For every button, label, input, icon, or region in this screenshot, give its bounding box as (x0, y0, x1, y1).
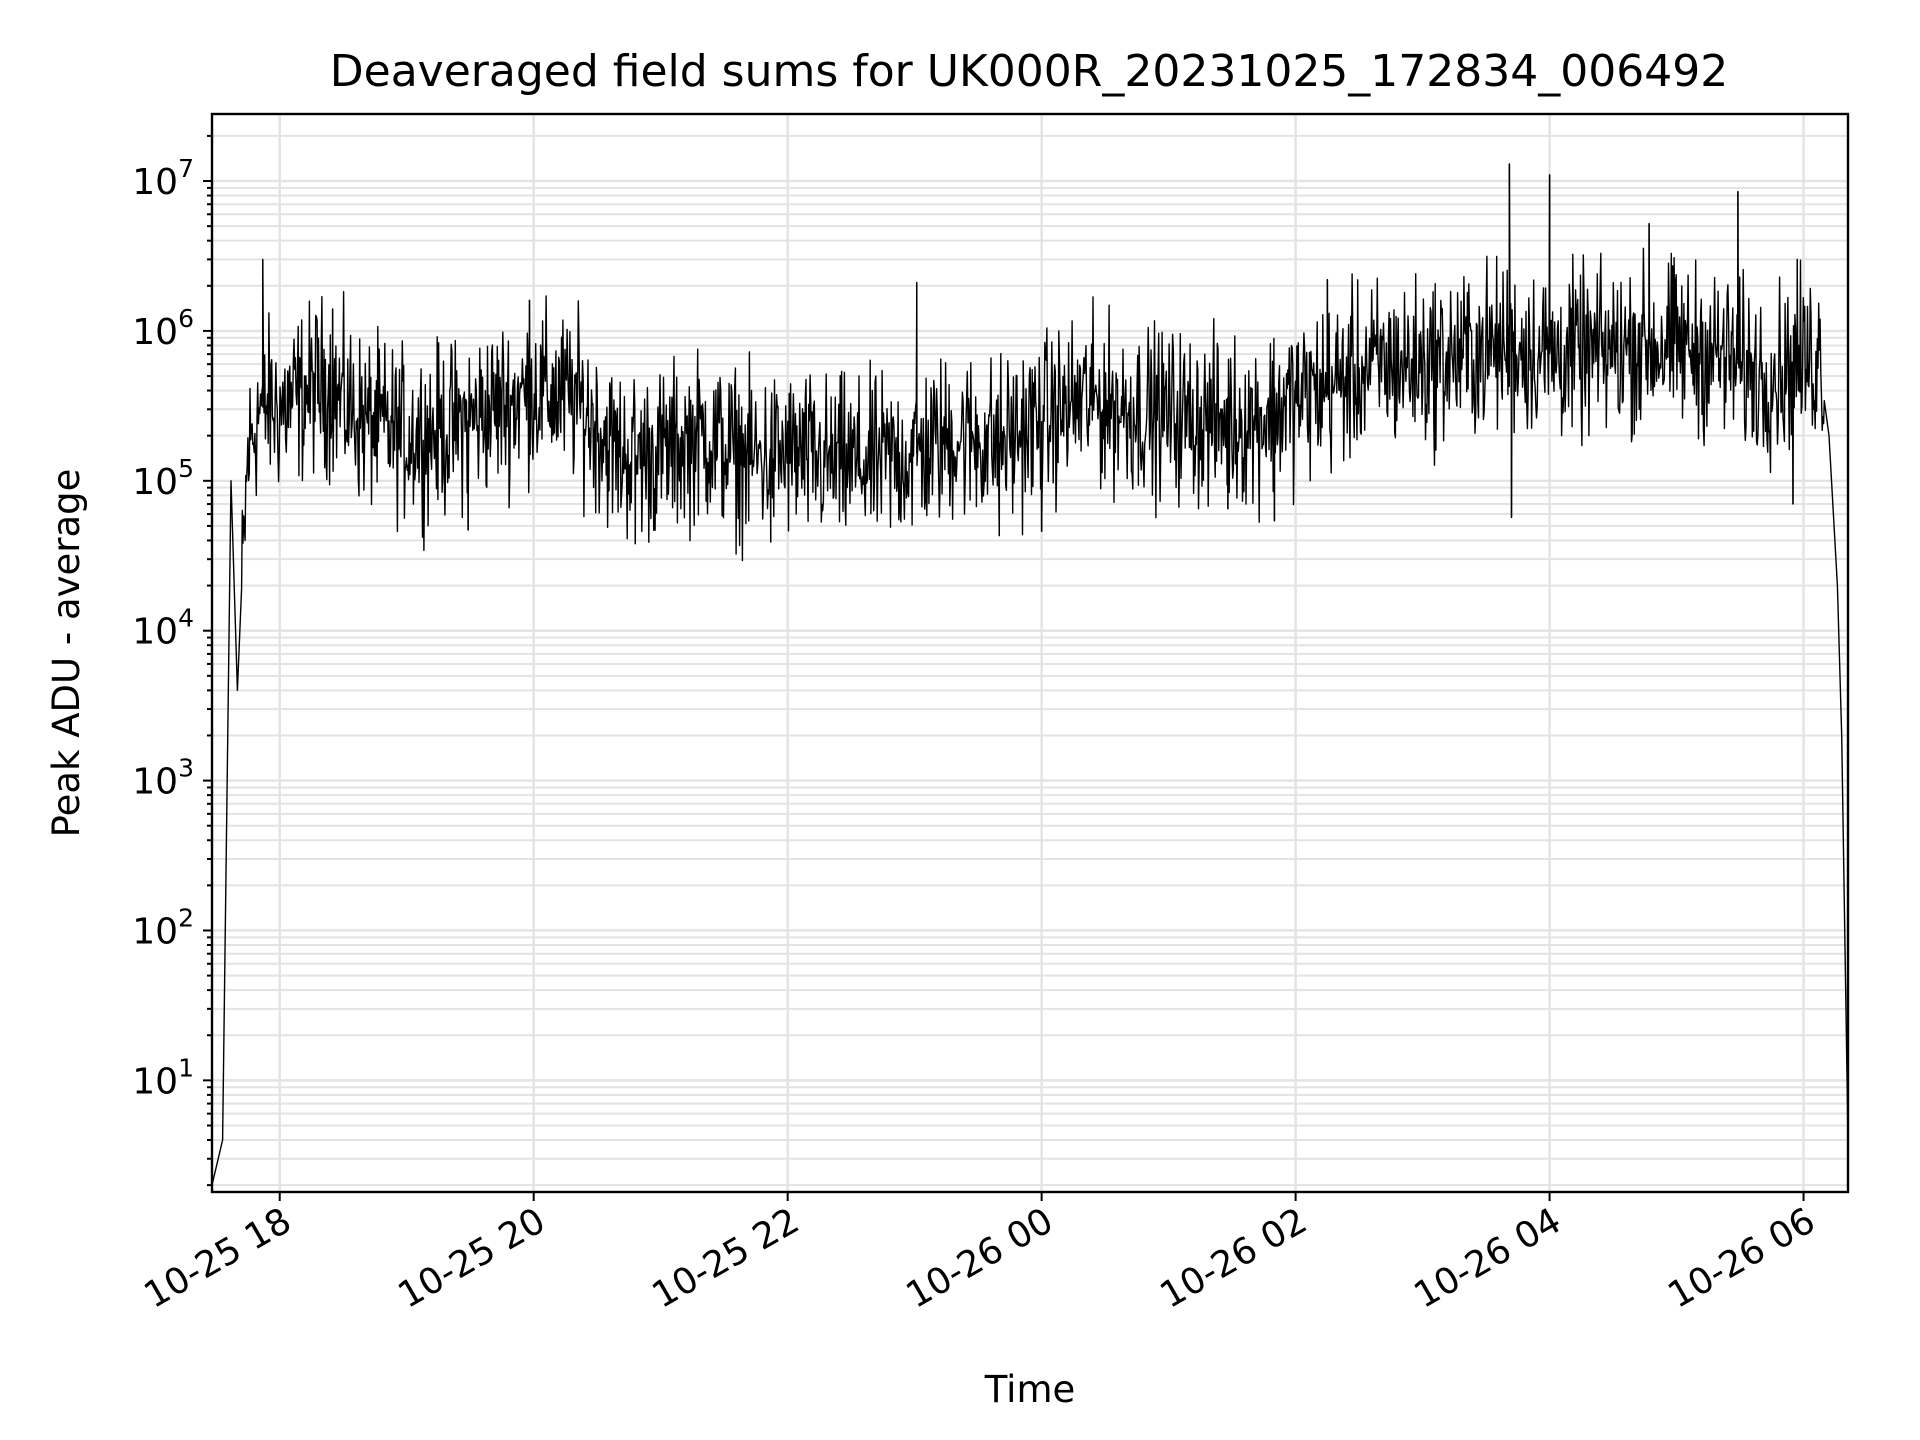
x-axis-label: Time (984, 1368, 1076, 1411)
y-tick-label: 104 (132, 604, 194, 653)
y-tick-label: 107 (132, 154, 194, 203)
y-tick-exponent: 2 (178, 903, 194, 932)
y-tick-base: 10 (132, 462, 178, 503)
y-tick-exponent: 4 (178, 604, 194, 633)
y-tick-base: 10 (132, 162, 178, 203)
y-tick-exponent: 1 (178, 1053, 194, 1082)
y-tick-exponent: 6 (178, 304, 194, 333)
y-tick-exponent: 7 (178, 154, 194, 183)
y-tick-label: 105 (132, 454, 194, 503)
y-tick-exponent: 3 (178, 754, 194, 783)
y-tick-label: 101 (132, 1053, 194, 1102)
chart-title: Deaveraged field sums for UK000R_2023102… (330, 46, 1728, 97)
y-tick-exponent: 5 (178, 454, 194, 483)
y-tick-label: 106 (132, 304, 194, 353)
series-line (211, 163, 1849, 1186)
y-tick-base: 10 (132, 312, 178, 353)
y-tick-base: 10 (132, 1061, 178, 1102)
y-tick-base: 10 (132, 911, 178, 952)
y-tick-label: 102 (132, 903, 194, 952)
y-tick-base: 10 (132, 762, 178, 803)
y-tick-label: 103 (132, 754, 194, 803)
y-axis-label: Peak ADU - average (45, 469, 88, 838)
y-tick-base: 10 (132, 612, 178, 653)
series-layer (211, 163, 1849, 1186)
grid (212, 114, 1848, 1192)
